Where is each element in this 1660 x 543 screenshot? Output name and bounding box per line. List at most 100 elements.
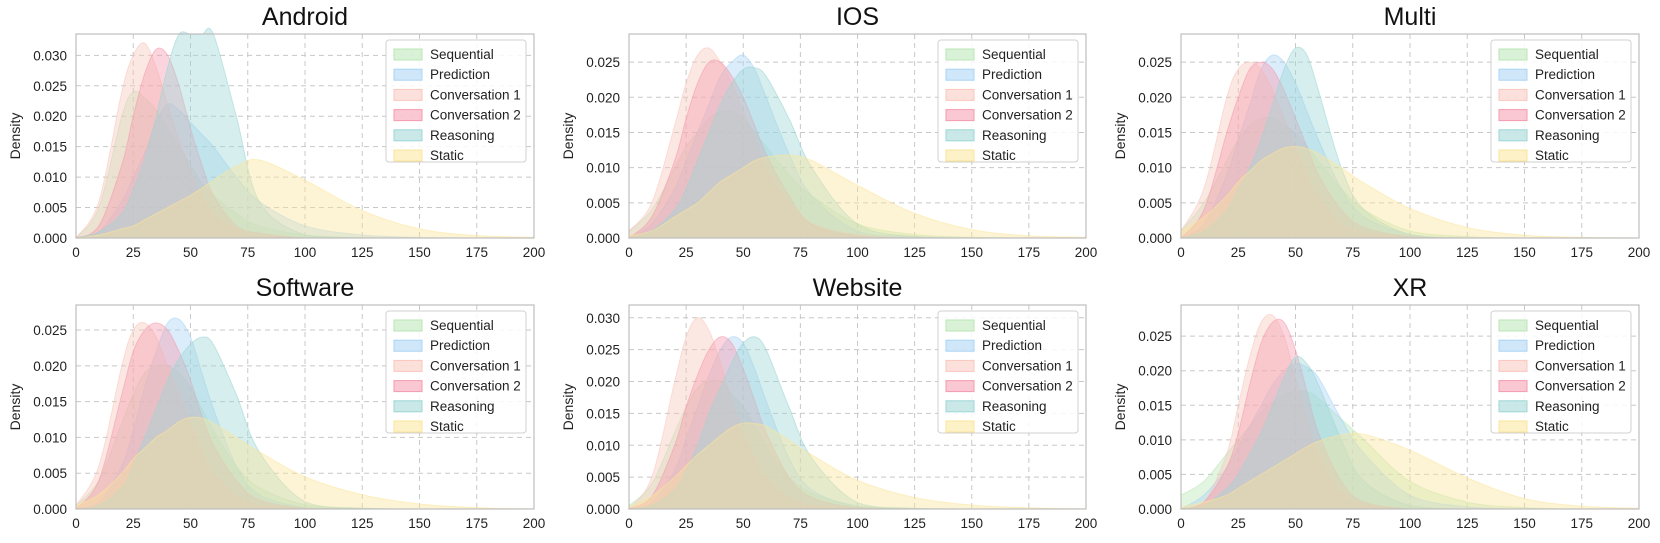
plot-frame	[628, 304, 1087, 510]
y-tick-label: 0.005	[1138, 467, 1172, 482]
x-tick-label: 0	[72, 516, 80, 531]
y-tick-label: 0.005	[33, 201, 67, 216]
x-tick-label: 125	[351, 245, 374, 260]
legend-swatch	[393, 48, 423, 61]
legend-label: Conversation 1	[1535, 87, 1626, 102]
plot-frame	[628, 33, 1087, 239]
y-tick-label: 0.025	[33, 323, 67, 338]
x-tick-label: 175	[465, 245, 488, 260]
legend-label: Conversation 2	[982, 108, 1073, 123]
legend-swatch	[1498, 129, 1528, 142]
y-tick-label: 0.020	[586, 90, 620, 105]
x-tick-label: 175	[1570, 245, 1593, 260]
legend-swatch	[945, 380, 975, 393]
legend-label: Conversation 1	[430, 358, 521, 373]
legend-swatch	[945, 420, 975, 433]
area-static	[628, 422, 1087, 510]
y-tick-label: 0.005	[586, 196, 620, 211]
legend-swatch	[393, 359, 423, 372]
legend-label: Conversation 2	[1535, 379, 1626, 394]
legend-label: Reasoning	[982, 128, 1047, 143]
legend: Sequential Prediction Conversation 1 Conver…	[1490, 39, 1632, 163]
legend: Sequential Prediction Conversation 1 Conver…	[1490, 310, 1632, 434]
y-tick-label: 0.000	[33, 502, 67, 517]
x-tick-label: 50	[1288, 245, 1303, 260]
y-axis-label: Density	[7, 113, 23, 160]
x-tick-label: 75	[1345, 245, 1360, 260]
x-tick-label: 0	[1177, 245, 1185, 260]
x-tick-label: 175	[1018, 516, 1041, 531]
y-tick-label: 0.005	[586, 470, 620, 485]
legend-swatch	[945, 68, 975, 81]
y-tick-label: 0.010	[586, 438, 620, 453]
legend-label: Sequential	[430, 318, 494, 333]
chart-panel-ios: 0 25 50 75 100 125 150 175 200 0.000 0.005 0.010 0.0…	[560, 3, 1097, 260]
y-tick-label: 0.025	[586, 55, 620, 70]
y-tick-label: 0.015	[33, 140, 67, 155]
y-tick-label: 0.025	[586, 343, 620, 358]
area-reasoning	[628, 66, 1086, 239]
area-static	[1180, 146, 1640, 239]
legend-label: Reasoning	[1535, 399, 1600, 414]
area-static	[1180, 432, 1640, 510]
chart-title: Software	[256, 274, 355, 302]
chart-panel-multi: 0 25 50 75 100 125 150 175 200 0.000 0.005 0.010 0.0…	[1112, 3, 1650, 260]
plot-frame	[75, 33, 535, 239]
y-tick-label: 0.020	[1138, 90, 1172, 105]
x-tick-label: 25	[1231, 245, 1246, 260]
legend-label: Sequential	[982, 318, 1046, 333]
x-tick-label: 175	[1570, 516, 1593, 531]
x-tick-label: 50	[1288, 516, 1303, 531]
legend-label: Prediction	[1535, 338, 1595, 353]
area-static	[75, 416, 535, 510]
y-tick-label: 0.015	[33, 395, 67, 410]
x-tick-label: 75	[793, 516, 808, 531]
area-sequential	[1180, 390, 1639, 510]
x-tick-label: 100	[846, 516, 869, 531]
area-prediction	[1179, 363, 1639, 510]
x-tick-label: 200	[1628, 245, 1651, 260]
legend-swatch	[945, 339, 975, 352]
legend-swatch	[1498, 380, 1528, 393]
y-tick-label: 0.000	[1138, 231, 1172, 246]
y-tick-label: 0.015	[1138, 398, 1172, 413]
x-tick-label: 175	[465, 516, 488, 531]
legend-swatch	[945, 400, 975, 413]
y-tick-label: 0.025	[33, 79, 67, 94]
y-tick-label: 0.025	[1138, 329, 1172, 344]
x-tick-label: 75	[240, 516, 255, 531]
legend-label: Prediction	[982, 338, 1042, 353]
x-tick-label: 50	[183, 245, 198, 260]
y-axis-label: Density	[1112, 384, 1128, 431]
legend-swatch	[1498, 48, 1528, 61]
y-tick-label: 0.030	[586, 311, 620, 326]
x-tick-label: 25	[679, 516, 694, 531]
legend-label: Prediction	[982, 67, 1042, 82]
x-tick-label: 100	[294, 245, 317, 260]
legend-swatch	[1498, 400, 1528, 413]
chart-panel-android: 0 25 50 75 100 125 150 175 200 0.000 0.005 0.010 0.0…	[7, 3, 545, 260]
y-tick-label: 0.010	[1138, 433, 1172, 448]
legend-swatch	[1498, 319, 1528, 332]
chart-panel-software: 0 25 50 75 100 125 150 175 200 0.000 0.005 0.010 0.0…	[7, 274, 545, 531]
legend-label: Conversation 1	[982, 87, 1073, 102]
legend-swatch	[1498, 68, 1528, 81]
legend-label: Sequential	[1535, 47, 1599, 62]
legend-label: Reasoning	[430, 128, 495, 143]
legend-label: Static	[982, 148, 1016, 163]
legend: Sequential Prediction Conversation 1 Conver…	[937, 310, 1079, 434]
x-tick-label: 150	[1513, 245, 1536, 260]
x-tick-label: 200	[523, 245, 546, 260]
x-tick-label: 125	[903, 516, 926, 531]
legend-swatch	[945, 359, 975, 372]
x-tick-label: 0	[1177, 516, 1185, 531]
legend-label: Sequential	[1535, 318, 1599, 333]
legend-label: Prediction	[1535, 67, 1595, 82]
x-tick-label: 150	[1513, 516, 1536, 531]
y-tick-label: 0.000	[33, 231, 67, 246]
legend-swatch	[1498, 359, 1528, 372]
legend-label: Reasoning	[430, 399, 495, 414]
x-tick-label: 125	[351, 516, 374, 531]
legend-label: Reasoning	[1535, 128, 1600, 143]
